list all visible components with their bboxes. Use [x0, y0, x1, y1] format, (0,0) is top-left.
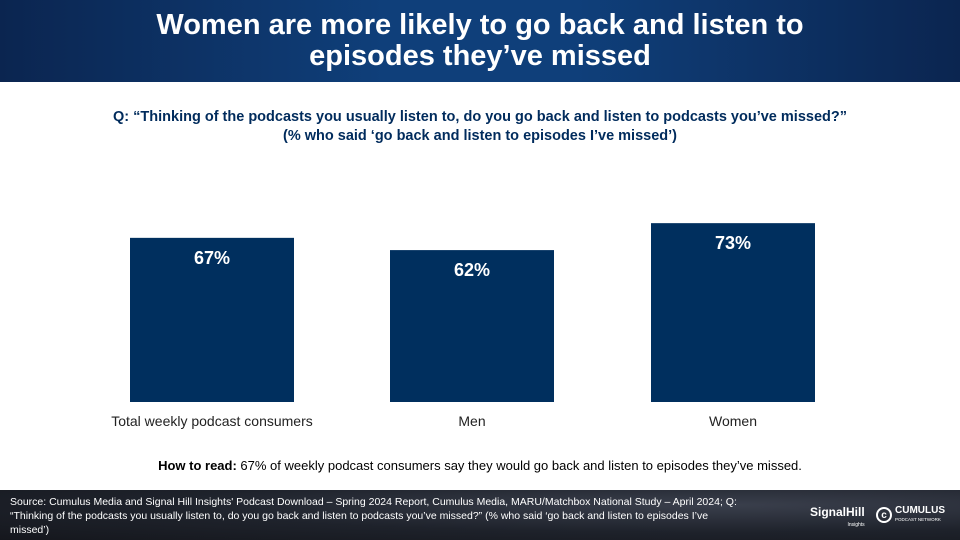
bar-2 [651, 223, 815, 402]
how-to-read-text: 67% of weekly podcast consumers say they… [236, 458, 802, 473]
question-text: Q: “Thinking of the podcasts you usually… [113, 109, 847, 125]
category-label-2: Women [709, 413, 757, 429]
signalhill-logo-text: SignalHill [810, 505, 865, 519]
how-to-read-label: How to read: [158, 458, 237, 473]
bar-1 [390, 250, 554, 402]
data-label-1: 62% [454, 260, 490, 280]
question-subtext: (% who said ‘go back and listen to episo… [282, 128, 677, 144]
signalhill-logo-sub: Insights [847, 522, 865, 528]
bar-0 [130, 237, 294, 402]
cumulus-logo: c CUMULUS PODCAST NETWORK [876, 506, 945, 524]
how-to-read: How to read: 67% of weekly podcast consu… [40, 458, 920, 473]
title-banner: Women are more likely to go back and lis… [0, 0, 960, 82]
cumulus-logo-text: CUMULUS [895, 505, 945, 516]
survey-question: Q: “Thinking of the podcasts you usually… [40, 108, 920, 146]
category-label-1: Men [458, 413, 485, 429]
bar-chart: 67% Total weekly podcast consumers 62% Men 7… [111, 223, 815, 429]
signalhill-logo: SignalHill Insights [810, 506, 865, 531]
page-title: Women are more likely to go back and lis… [156, 9, 804, 72]
cumulus-logo-sub: PODCAST NETWORK [895, 517, 941, 522]
source-note: Source: Cumulus Media and Signal Hill In… [10, 496, 737, 536]
footer: Source: Cumulus Media and Signal Hill In… [0, 490, 960, 540]
data-label-0: 67% [194, 248, 230, 268]
data-label-2: 73% [715, 233, 751, 253]
cumulus-c-icon: c [876, 507, 892, 523]
category-label-0: Total weekly podcast consumers [111, 413, 313, 429]
